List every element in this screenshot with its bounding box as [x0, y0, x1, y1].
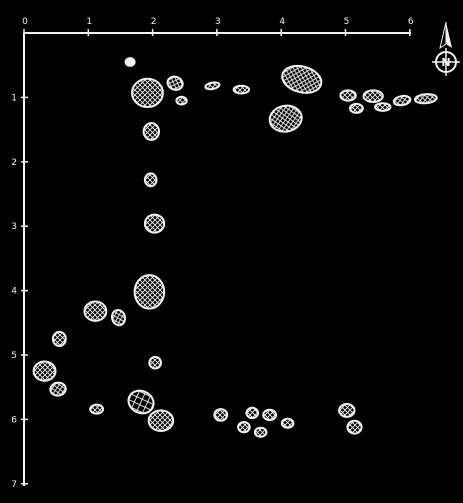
feature-layer: [32, 57, 438, 438]
stone-feature: [143, 213, 166, 234]
y-tick-label: 3: [11, 222, 17, 232]
y-tick-label: 4: [11, 287, 17, 297]
stone-feature: [49, 381, 67, 397]
y-tick-label: 1: [11, 93, 17, 103]
stone-feature: [392, 94, 412, 107]
y-tick-label: 2: [11, 158, 17, 168]
stone-feature: [338, 402, 356, 418]
stone-feature: [51, 330, 67, 347]
y-axis-ticks: 1 2 3 4 5 6 7: [11, 93, 28, 490]
north-arrow-icon: N: [432, 21, 460, 76]
stone-feature: [268, 104, 303, 133]
stone-feature: [280, 417, 295, 429]
stone-feature: [339, 89, 357, 102]
y-tick-label: 6: [11, 415, 17, 425]
stone-feature: [32, 360, 57, 382]
stone-feature: [346, 419, 363, 435]
stone-feature: [253, 426, 268, 438]
stone-feature: [175, 95, 188, 106]
y-tick-label: 7: [11, 480, 17, 490]
stone-feature: [89, 403, 105, 415]
north-arrow-label: N: [441, 56, 450, 69]
stone-feature: [281, 64, 323, 94]
stone-feature: [143, 172, 158, 188]
stone-feature: [362, 89, 384, 103]
x-tick-label: 2: [151, 17, 157, 27]
stone-feature: [110, 309, 127, 327]
x-tick-label: 5: [344, 17, 350, 27]
stone-feature: [349, 102, 364, 114]
x-tick-label: 3: [215, 17, 221, 27]
stone-feature: [232, 84, 251, 95]
x-tick-label: 6: [408, 17, 414, 27]
stone-feature: [262, 408, 278, 422]
stone-feature: [245, 406, 260, 420]
stone-feature: [148, 355, 162, 370]
x-tick-label: 4: [279, 17, 285, 27]
x-axis-ticks: 0 1 2 3 4 5 6: [22, 17, 414, 36]
stone-feature: [147, 409, 175, 432]
x-tick-label: 1: [86, 17, 92, 27]
stone-feature: [204, 81, 221, 91]
stone-feature: [374, 102, 392, 112]
y-tick-label: 5: [11, 351, 17, 361]
stone-feature: [127, 389, 155, 415]
stone-feature: [213, 408, 229, 422]
stone-feature: [237, 420, 251, 434]
stone-feature: [133, 274, 166, 310]
stone-feature: [166, 75, 184, 91]
stone-feature: [131, 77, 164, 109]
stone-feature: [124, 57, 136, 67]
x-tick-label: 0: [22, 17, 28, 27]
stone-feature: [142, 122, 161, 141]
stone-feature: [83, 300, 108, 322]
stone-feature: [413, 93, 438, 105]
